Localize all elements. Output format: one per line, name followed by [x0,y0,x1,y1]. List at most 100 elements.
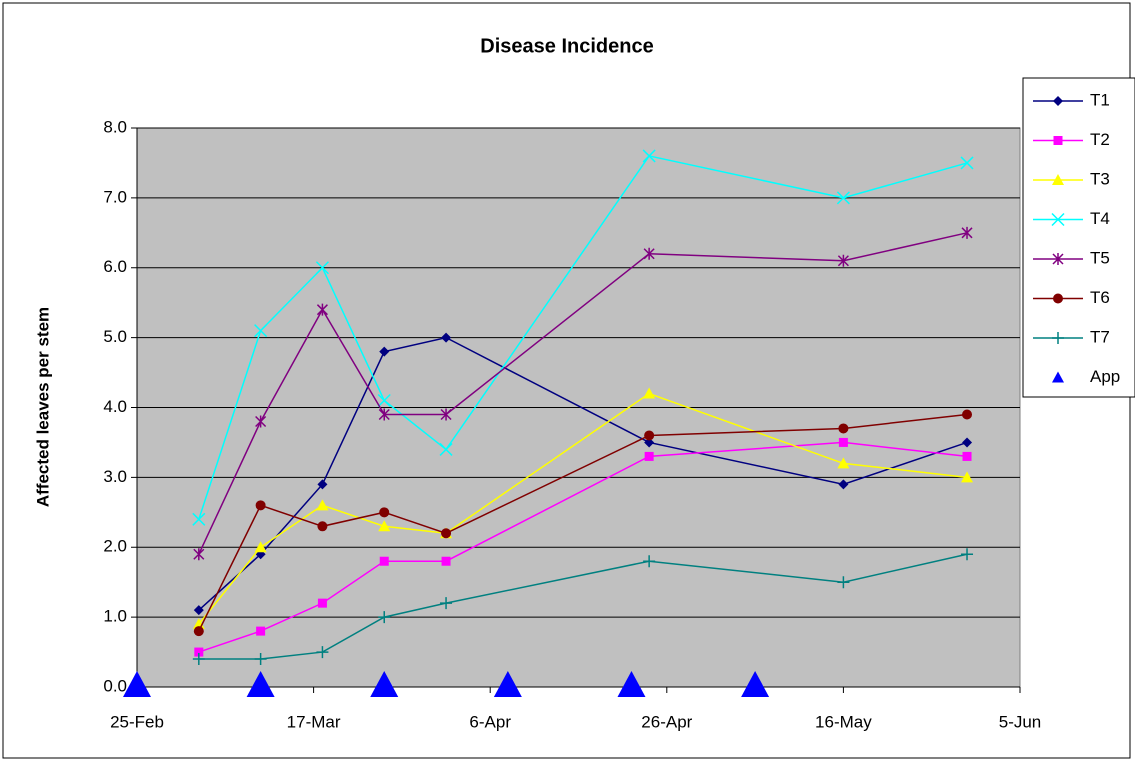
marker [315,261,329,275]
marker [961,226,973,239]
legend-label: T1 [1090,90,1110,109]
y-axis-label: Affected leaves per stem [33,307,52,507]
marker [123,671,151,697]
marker [378,408,390,421]
marker [316,499,329,511]
marker [961,548,974,561]
legend-label: T2 [1090,130,1110,149]
marker [644,430,655,441]
marker [837,576,850,589]
marker [377,393,391,408]
marker [193,548,205,561]
marker [837,254,849,267]
marker [379,507,390,518]
legend-label: T3 [1090,169,1110,188]
marker [441,556,451,566]
legend-label: T4 [1090,209,1110,228]
marker [379,556,389,566]
marker [1052,371,1064,383]
marker [1052,253,1064,265]
marker [837,457,850,469]
marker [1052,174,1064,185]
x-tick-label: 5-Jun [999,712,1042,731]
legend-label: T6 [1090,288,1110,307]
series-line [198,392,968,625]
marker [379,346,390,357]
marker [642,149,656,163]
y-tick-label: 3.0 [103,467,127,486]
marker [1053,96,1063,106]
marker [643,247,655,260]
marker [441,528,452,539]
marker [439,442,453,456]
y-tick-label: 6.0 [103,257,127,276]
legend-label: T7 [1090,327,1110,346]
marker [194,647,204,657]
marker [254,541,267,553]
marker [960,156,974,170]
marker [961,471,974,483]
series-line [198,413,968,632]
x-tick-label: 26-Apr [641,712,692,731]
marker [192,653,205,666]
marker [317,598,327,608]
marker [1053,293,1063,304]
marker [246,671,275,697]
marker [193,605,204,616]
x-tick-label: 6-Apr [469,712,511,731]
marker [254,324,268,338]
marker [440,408,452,421]
marker [643,387,656,399]
marker [644,437,655,448]
marker [1053,136,1063,145]
marker [316,303,328,316]
legend [1022,77,1135,398]
marker [836,191,850,205]
marker [741,671,770,697]
y-tick-label: 5.0 [103,327,127,346]
legend-label: T5 [1090,248,1110,267]
marker [644,451,654,461]
marker [378,520,391,532]
marker [317,479,328,490]
marker [441,332,452,343]
marker [1051,212,1065,227]
marker [316,646,329,659]
marker [370,671,399,697]
marker [193,626,204,637]
marker [317,521,328,532]
marker [643,555,656,568]
marker [440,597,453,610]
marker [256,626,266,636]
x-tick-label: 16-May [815,712,872,731]
y-tick-label: 2.0 [103,537,127,556]
marker [192,512,206,526]
marker [1052,332,1064,344]
series-line [198,441,968,653]
series-line [198,553,968,660]
legend-label: App [1090,367,1120,386]
x-tick-label: 25-Feb [110,712,164,731]
marker [493,671,522,697]
y-tick-label: 7.0 [103,187,127,206]
series-line [198,232,968,555]
marker [962,437,973,448]
marker [838,437,848,447]
marker [617,671,646,697]
marker [962,409,973,420]
marker [254,653,267,666]
marker [962,451,972,461]
marker [378,611,391,624]
series-line [198,336,968,611]
y-tick-label: 8.0 [103,117,127,136]
marker [255,500,266,511]
y-tick-label: 0.0 [103,676,127,695]
x-tick-label: 17-Mar [287,712,341,731]
marker [255,415,267,428]
series-line [198,155,968,520]
marker [838,479,849,490]
marker [838,423,849,434]
y-tick-label: 1.0 [103,607,127,626]
